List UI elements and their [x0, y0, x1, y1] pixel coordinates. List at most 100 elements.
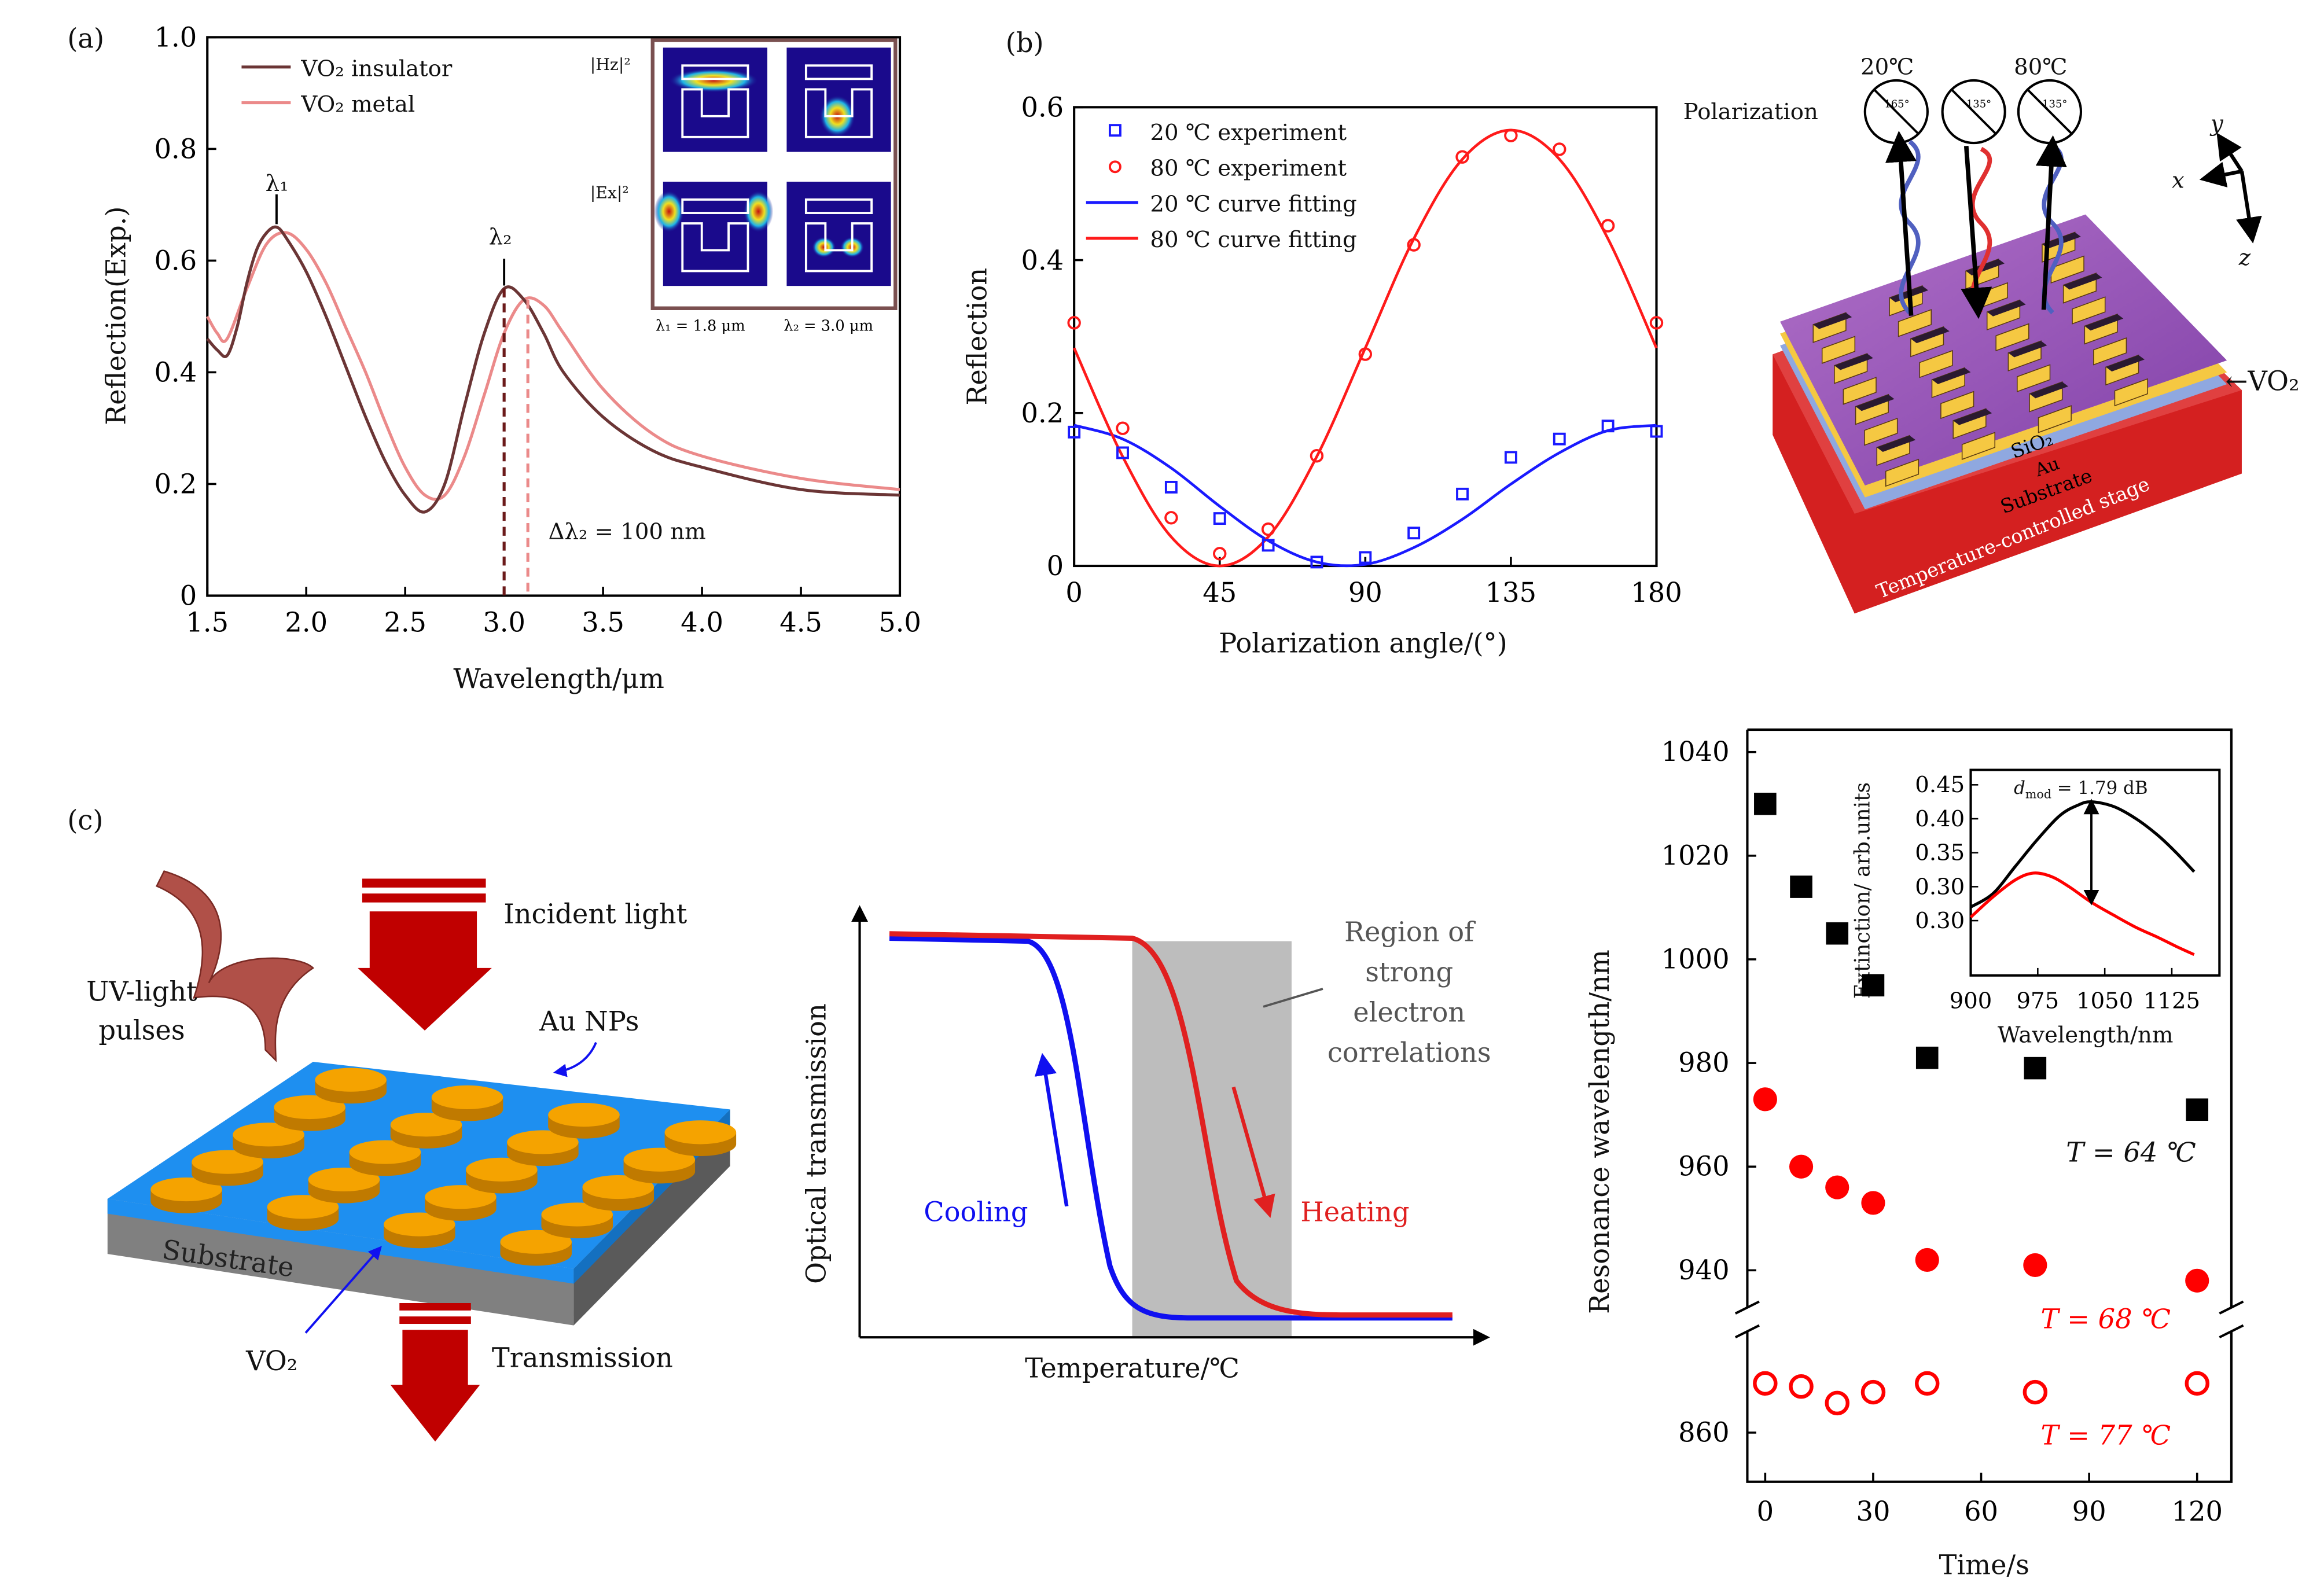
- y-tick-label: 980: [1678, 1047, 1729, 1079]
- metasurface-schematic: Polarization 20℃ 80℃ 165° 135° 135° y x …: [1683, 54, 2300, 614]
- au-nanoparticle: [507, 1130, 579, 1166]
- data-point-68c: [1753, 1087, 1777, 1112]
- inset-row-label-ex: |Ex|²: [590, 183, 629, 202]
- lambda2-label: λ₂: [489, 224, 512, 250]
- plot-frame: [1746, 728, 2233, 1483]
- data-point-80c: [1358, 347, 1373, 361]
- data-point-80c: [1553, 142, 1567, 156]
- chart-a: Wavelength/μm Reflection(Exp.) VO₂ insul…: [101, 22, 921, 694]
- data-point-64c: [1754, 792, 1777, 815]
- region-label-4: correlations: [1328, 1037, 1491, 1068]
- legend-marker-square: [1108, 124, 1121, 137]
- inset-x-axis-label: Wavelength/nm: [1998, 1022, 2174, 1048]
- data-point-64c: [1862, 974, 1885, 997]
- inset-y-tick-label: 0.40: [1915, 806, 1965, 832]
- resonator: [1986, 299, 2029, 352]
- data-point-80c: [1601, 219, 1615, 233]
- inset-y-tick-label: 0.35: [1915, 840, 1965, 866]
- nanoparticle-schematic: UV-light pulses Incident light Au NPs Su…: [86, 870, 737, 1442]
- resonator: [1855, 393, 1898, 446]
- x-tick-label: 3.0: [483, 606, 525, 638]
- reflected-beam-arrow: [1885, 130, 1917, 316]
- inset-x-tick-label: 975: [2017, 988, 2060, 1014]
- axis-break-mark: [2219, 1324, 2244, 1339]
- data-point-77c: [2023, 1379, 2048, 1405]
- data-point-64c: [1826, 922, 1849, 945]
- axis-z-label: z: [2238, 245, 2251, 271]
- y-tick-label: 0.2: [1021, 398, 1064, 429]
- field-map: [654, 181, 774, 286]
- au-nanoparticle: [500, 1230, 572, 1266]
- inset-annotation: dmod = 1.79 dB: [2014, 778, 2148, 801]
- x-tick-label: 45: [1203, 577, 1237, 608]
- inset-chart: 900 975 1050 1125 0.45 0.40 0.35 0.30 0.30 dmod =…: [1915, 768, 2221, 1014]
- y-tick-label: 1020: [1661, 840, 1730, 871]
- x-tick-label: 3.5: [582, 606, 624, 638]
- y-tick-label: 940: [1678, 1254, 1729, 1286]
- legend-marker-circle: [1108, 160, 1121, 174]
- data-point-80c: [1310, 449, 1324, 463]
- legend-label: 20 ℃ curve fitting: [1150, 191, 1356, 217]
- vo2-layer: [1780, 214, 2227, 486]
- y-tick-label: 0: [180, 580, 197, 612]
- chart-c-time: Time/s Resonance wavelength/nm T = 64 ℃ …: [1584, 728, 2244, 1580]
- lambda1-label: λ₁: [266, 170, 289, 196]
- y-tick-label: 1.0: [155, 22, 197, 53]
- panel-label-c: (c): [67, 805, 103, 836]
- inset-col-label-1: λ₁ = 1.8 μm: [656, 317, 745, 334]
- field-inset: |Hz|² |Ex|² λ₁ = 1.8 μm λ₂ = 3.0 μm: [590, 38, 898, 334]
- x-axis-label: Polarization angle/(°): [1219, 627, 1507, 658]
- coordinate-axes: y x z: [2172, 111, 2262, 271]
- au-nanoparticle: [466, 1157, 538, 1194]
- annotation-rest: = 1.79 dB: [2051, 778, 2148, 798]
- legend: VO₂ insulator VO₂ metal: [241, 56, 453, 117]
- y-tick-label: 0.4: [155, 357, 197, 388]
- y-tick-label: 0.6: [155, 245, 197, 277]
- vo2-label: VO₂: [245, 1345, 297, 1377]
- data-point-80c: [1455, 150, 1469, 164]
- inset-y-tick-label: 0.30: [1915, 874, 1965, 900]
- x-tick-label: 120: [2172, 1496, 2223, 1527]
- x-tick-label: 4.0: [681, 606, 723, 638]
- au-nanoparticle: [582, 1175, 654, 1211]
- data-point-68c: [1861, 1191, 1885, 1215]
- data-point-64c: [1915, 1046, 1939, 1069]
- fit-curve: [1073, 424, 1657, 568]
- x-tick-label: 2.5: [384, 606, 426, 638]
- y-tick-label: 960: [1678, 1151, 1729, 1182]
- x-tick-label: 90: [2072, 1496, 2106, 1527]
- x-tick-label: 30: [1856, 1496, 1890, 1527]
- x-tick-label: 180: [1631, 577, 1682, 608]
- data-point-77c: [1915, 1371, 1940, 1396]
- y-tick-label: 0.8: [155, 134, 197, 165]
- uv-pulse-shape: [155, 870, 315, 1062]
- heating-arrow: [1231, 1086, 1275, 1219]
- resonator: [2105, 354, 2148, 407]
- data-point-80c: [1213, 547, 1227, 561]
- data-point-20c: [1504, 451, 1517, 464]
- x-tick-label: 0: [1065, 577, 1082, 608]
- region-label-2: strong: [1365, 956, 1453, 988]
- au-nanoparticle: [315, 1068, 387, 1104]
- legend-label: 80 ℃ curve fitting: [1150, 227, 1356, 253]
- uv-label-2: pulses: [98, 1014, 185, 1046]
- data-point-80c: [1407, 238, 1421, 252]
- resonator: [2062, 273, 2106, 325]
- axis-break-mark: [1734, 1300, 1760, 1315]
- au-nanoparticle: [548, 1103, 620, 1139]
- au-nanoparticle: [425, 1185, 497, 1221]
- axis-x-label: x: [2172, 167, 2185, 193]
- resonator: [2084, 313, 2127, 366]
- au-nanoparticle: [384, 1212, 455, 1249]
- reflected-beam-arrow: [2035, 135, 2067, 310]
- incident-light-label: Incident light: [503, 899, 687, 930]
- data-point-80c: [1067, 316, 1081, 330]
- au-nanoparticle: [541, 1202, 613, 1239]
- field-map: [663, 47, 767, 152]
- incident-beam-arrow: [1961, 145, 1992, 319]
- x-tick-label: 60: [1964, 1496, 1998, 1527]
- au-nps-label: Au NPs: [539, 1006, 639, 1037]
- au-nanoparticle: [192, 1150, 263, 1186]
- resonator: [1910, 326, 1953, 378]
- au-nanoparticle: [274, 1095, 345, 1131]
